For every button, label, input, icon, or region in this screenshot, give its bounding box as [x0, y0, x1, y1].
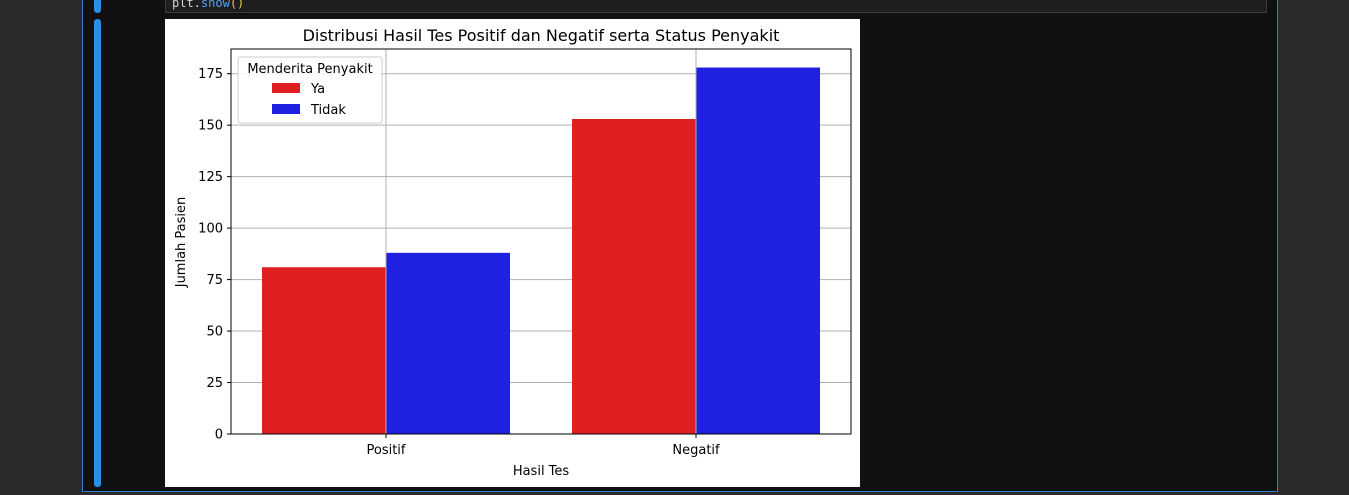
x-tick-label: Negatif — [672, 443, 720, 458]
legend-swatch-tidak — [272, 104, 300, 114]
cell-output: Distribusi Hasil Tes Positif dan Negatif… — [165, 19, 860, 487]
y-tick-label: 50 — [206, 325, 223, 340]
x-axis: Positif Negatif — [367, 434, 720, 458]
y-tick-label: 0 — [215, 428, 223, 443]
legend-swatch-ya — [272, 83, 300, 93]
y-tick-label: 25 — [206, 376, 223, 391]
cell-execution-indicator-output[interactable] — [94, 19, 101, 487]
code-token-function: show — [200, 0, 230, 10]
x-tick-label: Positif — [367, 443, 406, 458]
cell-execution-indicator-code[interactable] — [94, 0, 101, 13]
chart-title: Distribusi Hasil Tes Positif dan Negatif… — [303, 26, 780, 45]
y-tick-label: 75 — [206, 273, 223, 288]
legend-title: Menderita Penyakit — [247, 62, 372, 77]
chart-bars — [262, 67, 820, 434]
x-axis-label: Hasil Tes — [513, 464, 570, 479]
bar-tidak-negatif — [696, 67, 820, 434]
legend-label-tidak: Tidak — [310, 103, 346, 118]
y-tick-label: 150 — [198, 119, 223, 134]
chart-x-grid — [385, 49, 697, 434]
code-token-object: plt. — [172, 0, 201, 10]
y-axis: 0 25 50 75 100 125 150 175 — [198, 67, 231, 443]
code-token-parens: () — [229, 0, 245, 10]
y-tick-label: 125 — [198, 170, 223, 185]
y-tick-label: 175 — [198, 67, 223, 82]
chart-legend: Menderita Penyakit Ya Tidak — [237, 56, 383, 124]
y-axis-label: Jumlah Pasien — [174, 197, 189, 289]
code-editor[interactable]: plt.show() — [165, 0, 1267, 13]
legend-label-ya: Ya — [310, 82, 325, 97]
plot-frame — [230, 48, 852, 435]
y-tick-label: 100 — [198, 222, 223, 237]
bar-tidak-positif — [386, 252, 510, 434]
bar-ya-positif — [262, 267, 386, 434]
bar-chart: Distribusi Hasil Tes Positif dan Negatif… — [174, 26, 852, 479]
bar-ya-negatif — [572, 119, 696, 434]
